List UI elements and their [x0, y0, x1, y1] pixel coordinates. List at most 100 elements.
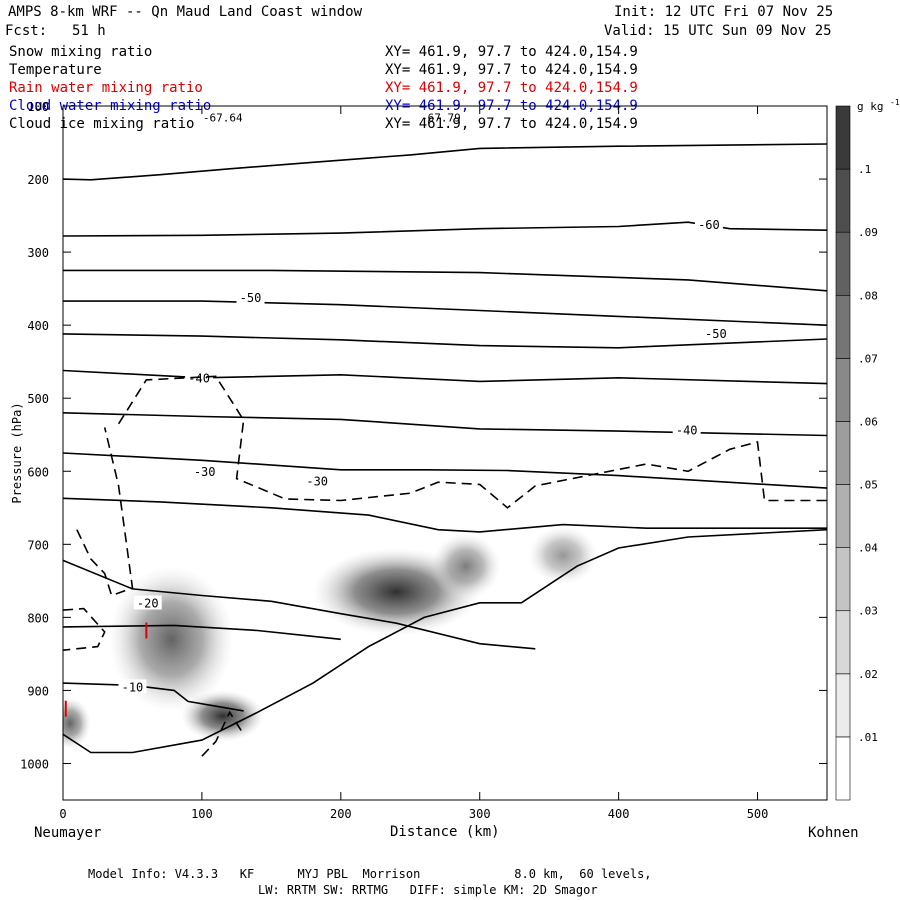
y-tick-label: 800 — [27, 611, 49, 625]
snow-blob-1 — [181, 690, 265, 742]
x-tick-label: 100 — [191, 807, 213, 821]
y-tick-label: 1000 — [20, 757, 49, 771]
colorbar-unit: g kg — [857, 100, 884, 113]
y-tick-label: 400 — [27, 319, 49, 333]
colorbar-segment — [835, 168, 851, 233]
contour-label-bg — [236, 290, 265, 305]
x-tick-label: 200 — [330, 807, 352, 821]
x-tick-label: 300 — [469, 807, 491, 821]
field-name: Rain water mixing ratio — [9, 80, 203, 96]
colorbar-tick-label: .07 — [858, 352, 878, 365]
colorbar-segment — [835, 673, 851, 738]
x-axis-label: Distance (km) — [390, 824, 500, 840]
field-name: Temperature — [9, 62, 102, 78]
model-info-line1: Model Info: V4.3.3 KF MYJ PBL Morrison 8… — [88, 867, 652, 881]
colorbar-tick-label: .03 — [858, 605, 878, 618]
terrain-line — [63, 528, 827, 754]
contour-label: -50 — [240, 291, 262, 305]
temperature-contour-9 — [63, 559, 536, 650]
temperature-contour-11 — [63, 682, 244, 712]
contour-lines: -60 -50 -50 -40 -40 -30 -30 -20 -10 -67.64 -67.79 — [63, 112, 827, 757]
contour-label-bg — [694, 217, 723, 232]
contour-label: -50 — [705, 327, 727, 341]
y-tick-label: 300 — [27, 246, 49, 260]
temperature-contour-2 — [63, 269, 827, 292]
colorbar-segment — [835, 231, 851, 296]
colorbar-tick-label: .06 — [858, 415, 878, 428]
model-info-line2: LW: RRTM SW: RRTMG DIFF: simple KM: 2D S… — [258, 883, 598, 897]
contour-label-bg — [133, 595, 162, 610]
x-start-label: Neumayer — [34, 825, 102, 841]
y-tick-label: 100 — [27, 100, 49, 114]
init-time: Init: 12 UTC Fri 07 Nov 25 — [614, 4, 834, 20]
x-tick-label: 500 — [747, 807, 769, 821]
colorbar-tick-label: .1 — [858, 163, 871, 176]
colorbar-segment — [835, 610, 851, 675]
contour-label: -60 — [698, 218, 720, 232]
valid-time: Valid: 15 UTC Sun 09 Nov 25 — [604, 23, 832, 39]
contour-label: -30 — [194, 465, 216, 479]
contour-label-bg — [190, 463, 219, 478]
colorbar: .01 .02 .03 .04 .05 .06 .07 .08 .09 .1 g kg -1 — [835, 98, 900, 801]
colorbar-tick-label: .01 — [858, 731, 878, 744]
snow-blob-3 — [431, 533, 501, 600]
field-name: Snow mixing ratio — [9, 44, 153, 60]
contour-label-bg — [672, 422, 701, 437]
colorbar-segment — [835, 484, 851, 548]
y-tick-label: 700 — [27, 538, 49, 552]
colorbar-tick-label: .08 — [858, 289, 878, 302]
colorbar-segment — [835, 547, 851, 612]
temperature-contour-4 — [63, 333, 827, 349]
field-xy: XY= 461.9, 97.7 to 424.0,154.9 — [385, 80, 638, 96]
colorbar-segment — [835, 294, 851, 359]
x-tick-label: 400 — [608, 807, 630, 821]
axes: 0 100 200 300 400 500 100 200 300 400 500 600 700 800… — [20, 100, 827, 821]
y-axis-label: Pressure (hPa) — [10, 402, 24, 504]
ice-contour-1 — [76, 427, 134, 597]
y-tick-label: 500 — [27, 392, 49, 406]
temperature-contour-8 — [63, 497, 827, 533]
lat-annotation: -67.79 — [421, 112, 461, 125]
temperature-contour-6 — [63, 412, 827, 437]
plot-frame — [62, 105, 828, 801]
lat-annotation: -67.64 — [203, 112, 243, 125]
field-xy: XY= 461.9, 97.7 to 424.0,154.9 — [385, 44, 638, 60]
forecast-label: Fcst: — [5, 23, 48, 39]
field-xy: XY= 461.9, 97.7 to 424.0,154.9 — [385, 116, 638, 132]
ice-contour-3 — [201, 710, 245, 757]
x-tick-label: 0 — [59, 807, 66, 821]
contour-label: -10 — [122, 680, 144, 694]
snow-blob-4 — [528, 526, 598, 585]
field-xy: XY= 461.9, 97.7 to 424.0,154.9 — [385, 62, 638, 78]
temperature-contour-10 — [63, 624, 341, 641]
colorbar-tick-label: .02 — [858, 668, 878, 681]
forecast-value: 51 h — [72, 23, 106, 39]
temperature-contour-0 — [63, 143, 827, 181]
colorbar-segment — [835, 736, 851, 801]
y-tick-label: 900 — [27, 684, 49, 698]
contour-label-bg — [303, 473, 332, 488]
temperature-contour-3 — [63, 300, 827, 326]
temperature-contour-7 — [63, 452, 827, 489]
ice-contour-0 — [117, 375, 827, 509]
colorbar-segment — [835, 421, 851, 485]
temperature-contour-5 — [63, 369, 827, 385]
colorbar-tick-label: .09 — [858, 226, 878, 239]
contour-label: -20 — [137, 596, 159, 610]
y-tick-label: 600 — [27, 465, 49, 479]
colorbar-tick-label: .04 — [858, 542, 878, 555]
chart-title: AMPS 8-km WRF -- Qn Maud Land Coast wind… — [8, 4, 363, 20]
contour-label-bg — [118, 679, 147, 694]
colorbar-segment — [835, 358, 851, 422]
colorbar-unit-exponent: -1 — [890, 98, 900, 107]
contour-label-bg — [701, 325, 730, 340]
contour-label: -30 — [306, 474, 328, 488]
snow-blob-5 — [63, 697, 91, 749]
colorbar-tick-label: .05 — [858, 479, 878, 492]
field-name: Cloud ice mixing ratio — [9, 116, 195, 132]
contour-label: -40 — [188, 371, 210, 385]
x-end-label: Kohnen — [808, 825, 859, 841]
colorbar-segment — [835, 105, 851, 170]
contour-label: -40 — [676, 423, 698, 437]
